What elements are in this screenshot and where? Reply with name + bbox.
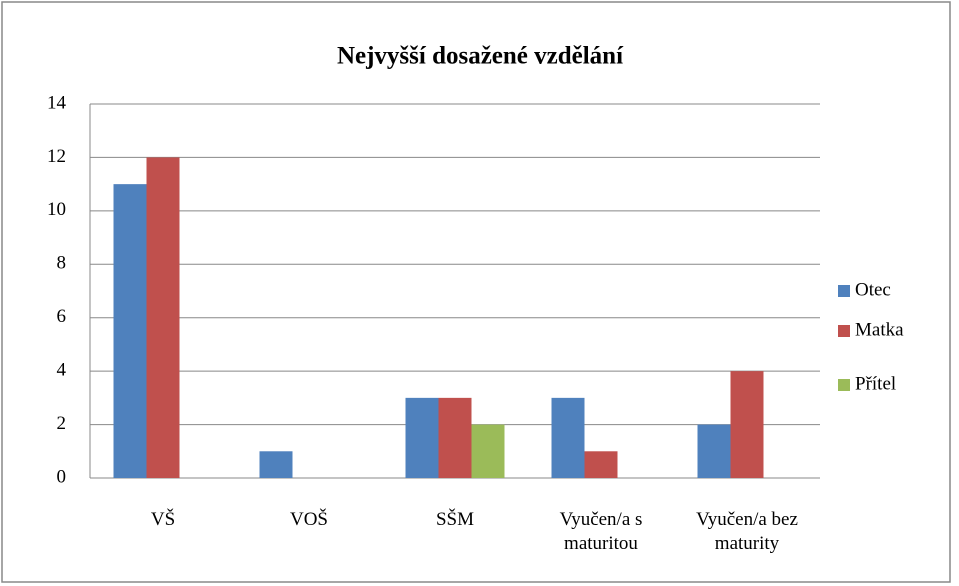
legend-swatch [838,379,850,391]
bar [146,157,180,478]
legend-label: Matka [855,319,904,340]
x-tick-label: SŠM [435,509,475,530]
bar [438,397,472,478]
y-tick-label: 6 [57,306,67,327]
bar [405,397,439,478]
bar [697,424,731,478]
y-tick-label: 8 [57,253,67,274]
x-tick-label: VŠ [150,509,176,530]
bar [730,371,764,478]
bar [471,424,505,478]
y-tick-label: 2 [57,413,67,434]
x-tick-label: Vyučen/a s maturitou [559,509,643,554]
bar [259,451,293,478]
y-tick-label: 0 [57,466,67,487]
legend-swatch [838,285,850,297]
bar [584,451,618,478]
legend-swatch [838,325,850,337]
bar [113,184,147,478]
x-tick-label: Vyučen/a bez maturity [696,509,798,554]
y-tick-label: 10 [47,199,66,220]
x-tick-label: VOŠ [289,509,328,530]
y-tick-label: 4 [57,360,67,381]
chart-title: Nejvyšší dosažené vzdělání [337,43,624,70]
y-tick-label: 14 [47,92,67,113]
legend-label: Otec [855,279,891,300]
y-tick-label: 12 [47,146,66,167]
legend-label: Přítel [855,373,896,394]
bar [551,397,585,478]
